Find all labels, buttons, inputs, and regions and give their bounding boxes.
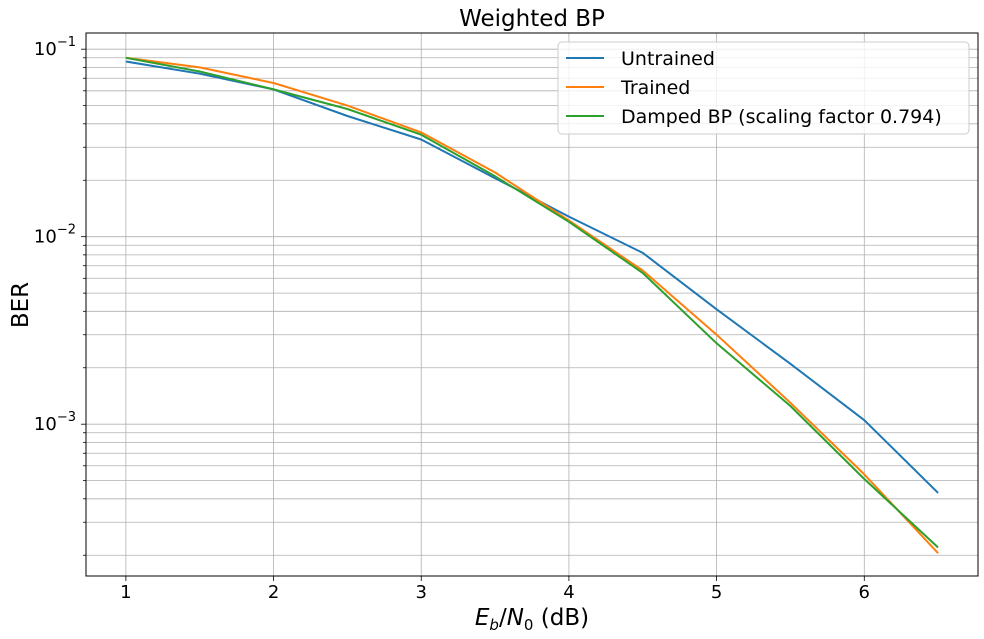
legend-label-2: Trained — [620, 77, 690, 99]
y-tick-exponent: −1 — [57, 35, 76, 50]
y-tick-base: 10 — [34, 227, 57, 248]
legend-label-3: Damped BP (scaling factor 0.794) — [621, 106, 942, 128]
y-tick-label: 10−3 — [34, 410, 76, 435]
y-tick-base: 10 — [34, 39, 57, 60]
y-tick-label: 10−2 — [34, 223, 76, 248]
plot-frame — [85, 32, 979, 577]
x-axis-label: Eb/N0 (dB) — [475, 605, 589, 634]
axis-ticks: 1 2 3 4 5 610−110−210−3 — [34, 35, 870, 603]
series-line-2 — [125, 56, 939, 554]
y-tick-base: 10 — [34, 414, 57, 435]
x-tick-label: 5 — [711, 582, 722, 603]
series-lines — [125, 56, 939, 554]
grid — [86, 33, 978, 576]
y-tick-exponent: −2 — [57, 223, 76, 238]
x-tick-label: 4 — [563, 582, 574, 603]
legend: Untrained Trained Damped BP (scaling facto… — [557, 41, 970, 135]
x-tick-label: 2 — [268, 582, 279, 603]
y-tick-label: 10−1 — [34, 35, 76, 60]
x-tick-label: 3 — [416, 582, 427, 603]
y-axis-label: BER — [8, 282, 34, 328]
series-line-3 — [125, 56, 939, 549]
x-tick-label: 6 — [859, 582, 870, 603]
chart-title: Weighted BP — [459, 6, 605, 32]
legend-box — [557, 41, 970, 135]
y-tick-exponent: −3 — [57, 410, 76, 425]
x-tick-label: 1 — [120, 582, 131, 603]
legend-label-1: Untrained — [621, 48, 715, 70]
